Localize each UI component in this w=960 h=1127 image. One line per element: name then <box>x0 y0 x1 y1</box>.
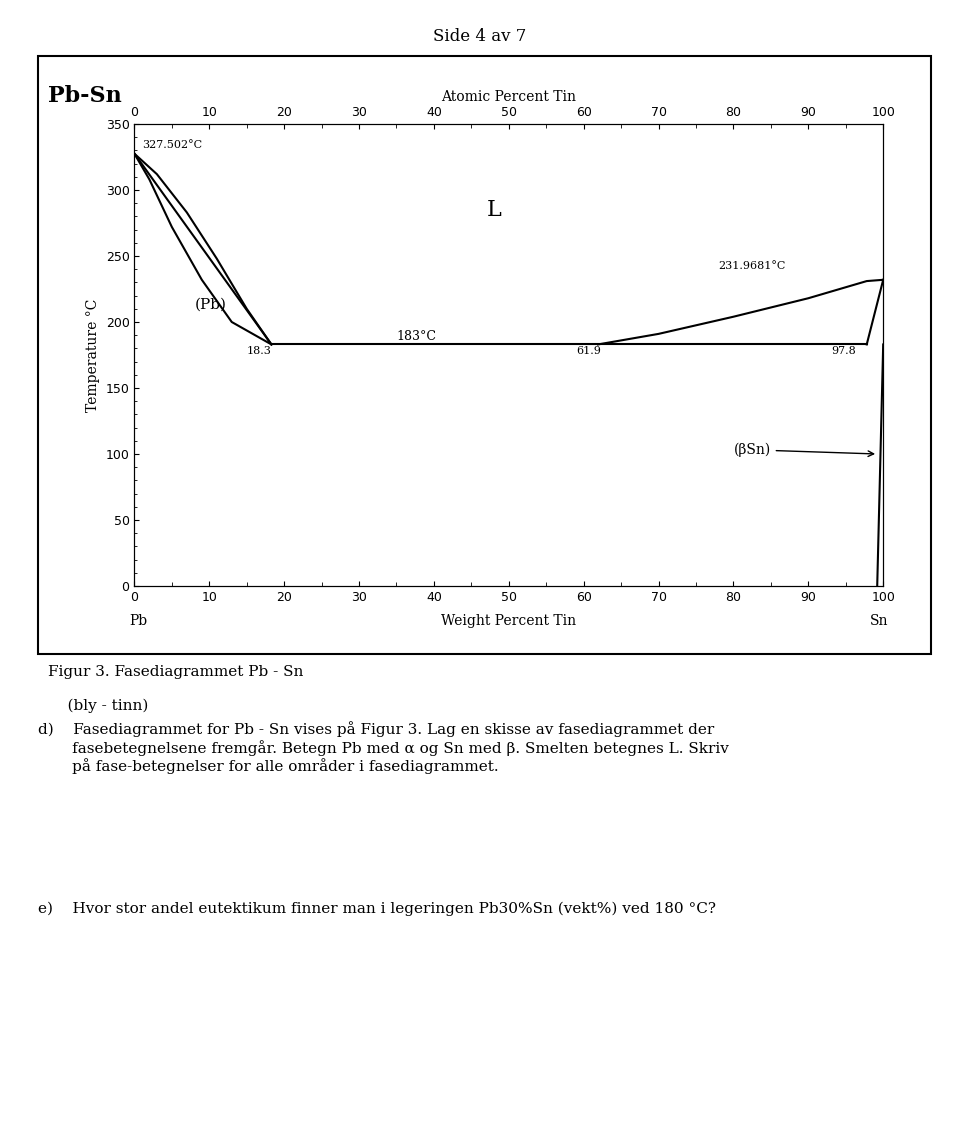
Text: Pb-Sn: Pb-Sn <box>48 85 122 107</box>
Text: e)    Hvor stor andel eutektikum finner man i legeringen Pb30%Sn (vekt%) ved 180: e) Hvor stor andel eutektikum finner man… <box>38 902 716 916</box>
Text: 61.9: 61.9 <box>576 346 601 356</box>
Text: Sn: Sn <box>870 614 888 628</box>
Text: Weight Percent Tin: Weight Percent Tin <box>442 614 576 628</box>
Text: (Pb): (Pb) <box>194 298 227 312</box>
Text: 327.502°C: 327.502°C <box>142 140 202 150</box>
Text: L: L <box>487 199 501 221</box>
Text: d)    Fasediagrammet for Pb - Sn vises på Figur 3. Lag en skisse av fasediagramm: d) Fasediagrammet for Pb - Sn vises på F… <box>38 721 730 774</box>
Text: (bly - tinn): (bly - tinn) <box>48 699 149 713</box>
Text: (βSn): (βSn) <box>733 443 874 458</box>
Text: 231.9681°C: 231.9681°C <box>718 261 786 272</box>
Text: Pb: Pb <box>130 614 148 628</box>
Text: 97.8: 97.8 <box>830 346 855 356</box>
X-axis label: Atomic Percent Tin: Atomic Percent Tin <box>442 89 576 104</box>
Text: Side 4 av 7: Side 4 av 7 <box>433 28 527 45</box>
Y-axis label: Temperature °C: Temperature °C <box>86 299 100 411</box>
Text: Figur 3. Fasediagrammet Pb - Sn: Figur 3. Fasediagrammet Pb - Sn <box>48 665 303 678</box>
Text: 18.3: 18.3 <box>247 346 272 356</box>
Text: 183°C: 183°C <box>396 330 437 344</box>
